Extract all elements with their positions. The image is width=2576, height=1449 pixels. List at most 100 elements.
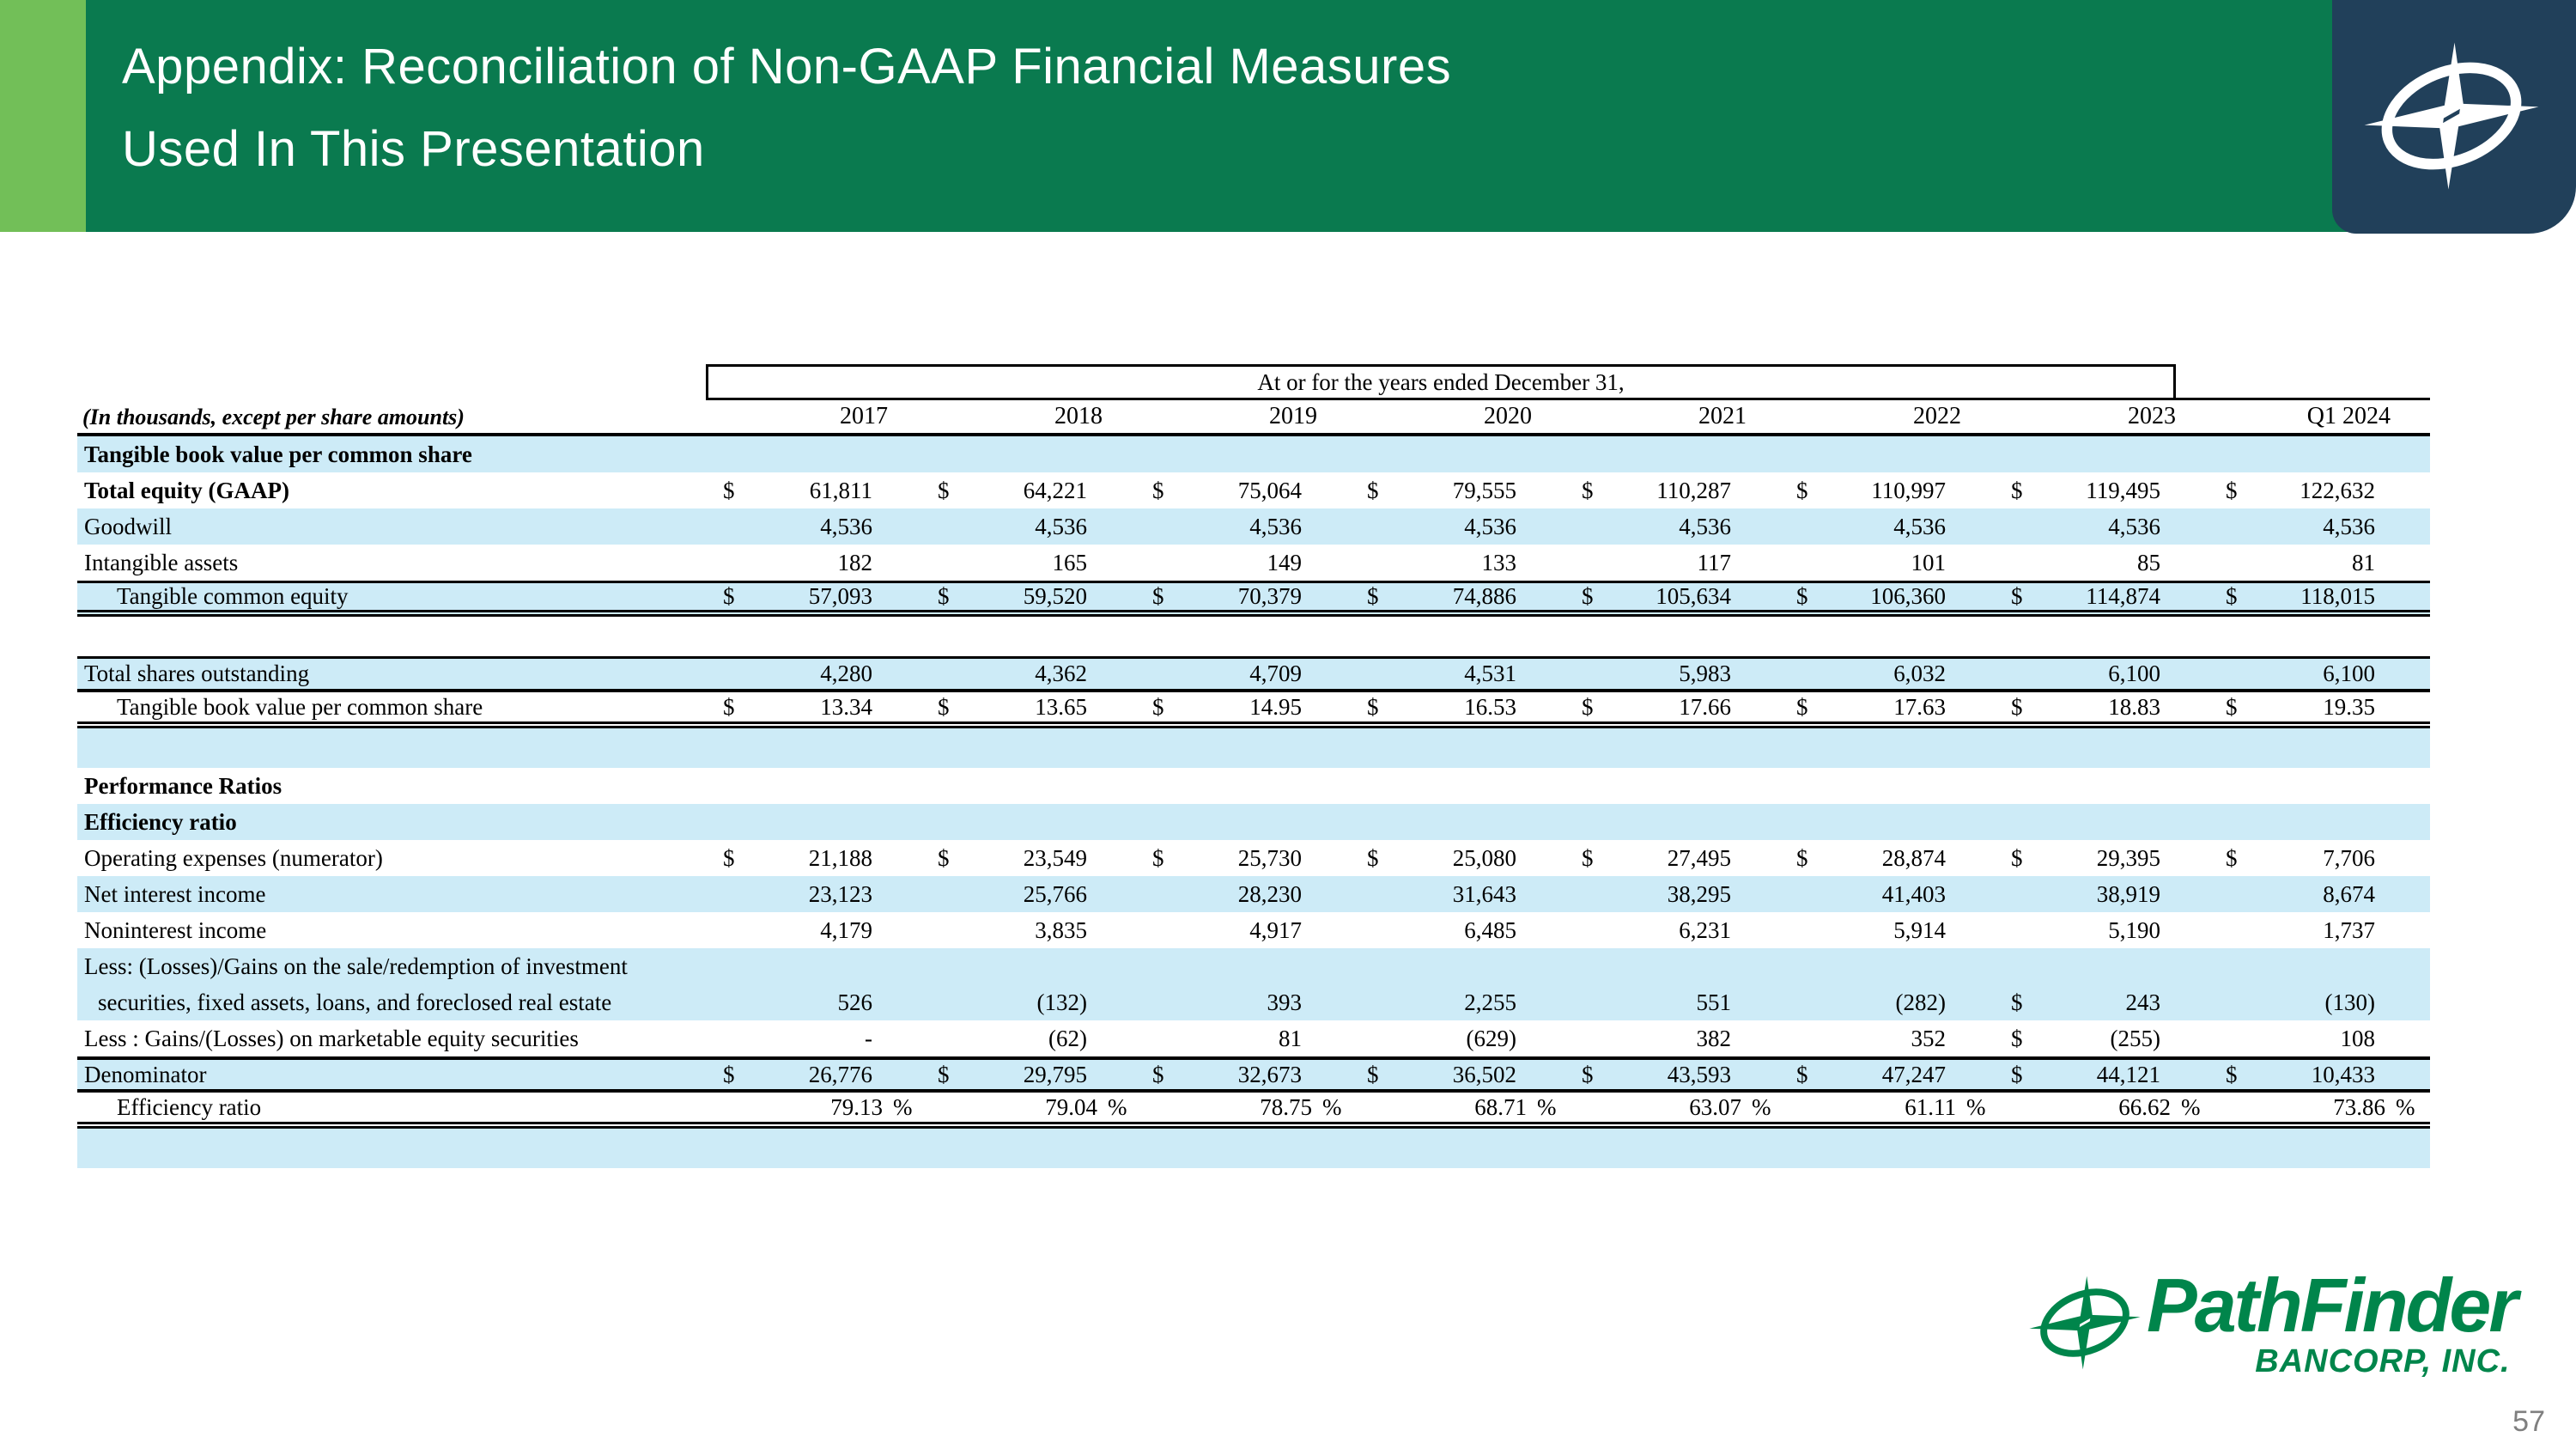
- spanner-box: At or for the years ended December 31,: [706, 364, 2176, 400]
- table-cell: $ (255): [2001, 1020, 2215, 1056]
- slide-title-line2: Used In This Presentation: [122, 121, 705, 177]
- spanner-label: At or for the years ended December 31,: [1257, 368, 1625, 395]
- dollar-sign: $: [1582, 844, 1594, 871]
- table-cell: $29,395: [2001, 840, 2215, 876]
- row-label: Performance Ratios: [84, 772, 283, 799]
- table-cell: [2215, 728, 2430, 768]
- table-cell: 101: [1786, 545, 2001, 581]
- table-row: Less: (Losses)/Gains on the sale/redempt…: [77, 948, 2430, 984]
- cell-value: 32,673: [1237, 1061, 1302, 1087]
- table-cell: $47,247: [1786, 1060, 2001, 1089]
- table-row: Less : Gains/(Losses) on marketable equi…: [77, 1020, 2430, 1056]
- table-cell: 1,737: [2215, 912, 2430, 948]
- cell-value: 63.07: [1689, 1093, 1741, 1120]
- dollar-sign: $: [1152, 583, 1164, 609]
- row-label: Less: (Losses)/Gains on the sale/redempt…: [84, 953, 628, 979]
- column-header: Q1 2024: [2306, 403, 2391, 429]
- table-cell: [1571, 1129, 1786, 1168]
- dollar-sign: $: [723, 693, 735, 720]
- cell-value: 47,247: [1881, 1061, 1946, 1087]
- table-cell: [1142, 617, 1357, 656]
- cell-value: 17.66: [1679, 693, 1731, 720]
- cell-value: 25,766: [1023, 880, 1087, 907]
- table-cell: [1142, 728, 1357, 768]
- dollar-sign: $: [723, 844, 735, 871]
- header-band: Appendix: Reconciliation of Non-GAAP Fin…: [0, 0, 2373, 232]
- dollar-sign: $: [1152, 477, 1164, 503]
- table-cell: [2001, 948, 2215, 984]
- row-label: Tangible book value per common share: [84, 441, 472, 467]
- table-cell: [1786, 948, 2001, 984]
- dollar-sign: $: [2011, 1061, 2023, 1087]
- table-cell: 4,917: [1142, 912, 1357, 948]
- cell-value: 4,536: [2323, 513, 2375, 539]
- dollar-sign: $: [2011, 1025, 2023, 1051]
- cell-value: 133: [1481, 549, 1517, 575]
- table-cell: $18.83: [2001, 692, 2215, 721]
- column-header: 2020: [1484, 403, 1532, 429]
- table-cell: [2215, 804, 2430, 840]
- table-cell: 352: [1786, 1020, 2001, 1056]
- percent-sign: %: [1752, 1093, 1771, 1120]
- table-row: [77, 1129, 2430, 1168]
- cell-value: 119,495: [2086, 477, 2160, 503]
- table-cell: 4,536: [713, 508, 927, 545]
- table-cell: 4,536: [2001, 508, 2215, 545]
- row-label: Operating expenses (numerator): [84, 844, 383, 871]
- table-row: Goodwill 4,536 4,536 4,536 4,536 4,536 4,536 4,…: [77, 508, 2430, 545]
- dollar-sign: $: [1367, 693, 1379, 720]
- dollar-sign: $: [2011, 844, 2023, 871]
- table-cell: [713, 728, 927, 768]
- table-cell: 133: [1357, 545, 1571, 581]
- table-cell: [927, 804, 1142, 840]
- cell-value: 526: [837, 989, 873, 1015]
- cell-value: 18.83: [2108, 693, 2160, 720]
- compass-icon: [2364, 42, 2539, 190]
- cell-value: 61,811: [809, 477, 872, 503]
- dollar-sign: $: [2011, 583, 2023, 609]
- table-cell: [1786, 768, 2001, 804]
- cell-value: -: [865, 1025, 872, 1051]
- table-cell: $27,495: [1571, 840, 1786, 876]
- table-cell: 382: [1571, 1020, 1786, 1056]
- table-cell: $59,520: [927, 583, 1142, 610]
- row-label: Intangible assets: [84, 549, 239, 575]
- column-header: 2022: [1913, 403, 1961, 429]
- table-cell: [1357, 1129, 1571, 1168]
- cell-value: 2,255: [1464, 989, 1516, 1015]
- cell-value: 117: [1697, 549, 1732, 575]
- reconciliation-table: At or for the years ended December 31, (…: [77, 364, 2430, 1168]
- table-cell: 5,983: [1571, 659, 1786, 689]
- table-cell: [2215, 617, 2430, 656]
- cell-value: 64,221: [1023, 477, 1087, 503]
- table-cell: 551: [1571, 984, 1786, 1020]
- table-cell: 393: [1142, 984, 1357, 1020]
- cell-value: 4,536: [2108, 513, 2160, 539]
- table-cell: 61.11%: [1786, 1093, 2001, 1122]
- cell-value: (282): [1895, 989, 1946, 1015]
- dollar-sign: $: [938, 1061, 950, 1087]
- cell-value: 59,520: [1023, 583, 1087, 609]
- table-cell: [1571, 436, 1786, 472]
- slide-title-line1: Appendix: Reconciliation of Non-GAAP Fin…: [122, 39, 1452, 94]
- cell-value: 108: [2340, 1025, 2376, 1051]
- cell-value: 23,123: [808, 880, 872, 907]
- table-cell: 4,536: [1357, 508, 1571, 545]
- table-cell: $122,632: [2215, 472, 2430, 508]
- table-cell: 117: [1571, 545, 1786, 581]
- table-cell: $7,706: [2215, 840, 2430, 876]
- cell-value: (130): [2324, 989, 2375, 1015]
- table-cell: $75,064: [1142, 472, 1357, 508]
- cell-value: 81: [1279, 1025, 1302, 1051]
- cell-value: 29,395: [2096, 844, 2160, 871]
- cell-value: 79,555: [1452, 477, 1516, 503]
- dollar-sign: $: [1367, 477, 1379, 503]
- cell-value: 41,403: [1881, 880, 1946, 907]
- cell-value: 165: [1052, 549, 1088, 575]
- percent-sign: %: [1966, 1093, 1986, 1120]
- table-row: Performance Ratios: [77, 768, 2430, 804]
- table-cell: [1786, 436, 2001, 472]
- table-cell: [713, 948, 927, 984]
- table-row: Net interest income 23,123 25,766 28,230 31,…: [77, 876, 2430, 912]
- table-cell: $25,730: [1142, 840, 1357, 876]
